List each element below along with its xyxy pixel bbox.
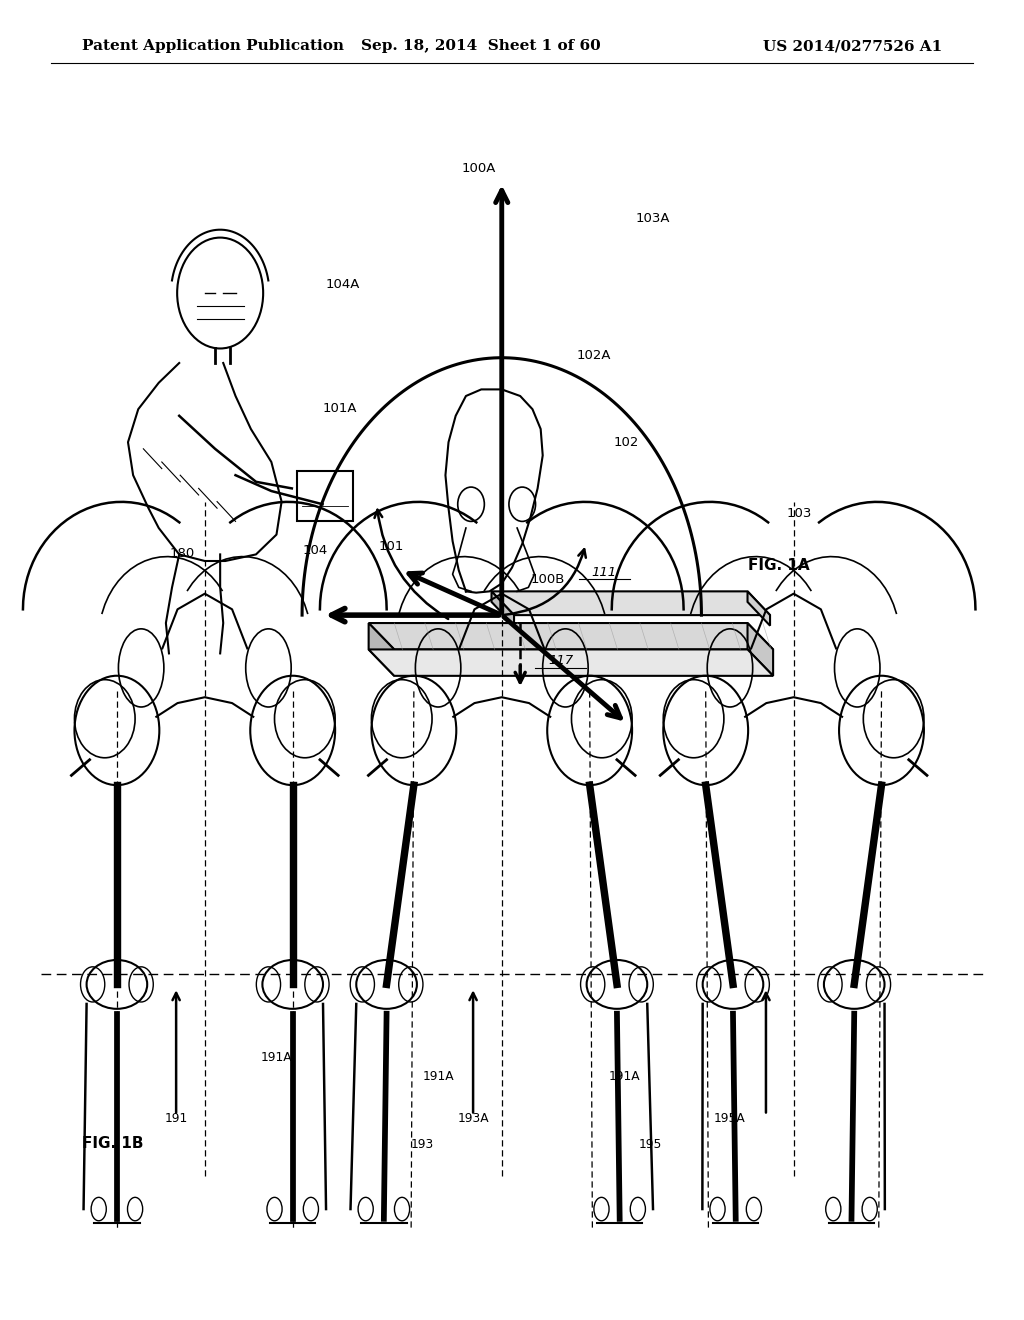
Text: Sep. 18, 2014  Sheet 1 of 60: Sep. 18, 2014 Sheet 1 of 60 [361, 40, 601, 53]
Ellipse shape [702, 960, 763, 1008]
Text: 111: 111 [592, 565, 616, 578]
Text: 191A: 191A [423, 1069, 454, 1082]
Text: Patent Application Publication: Patent Application Publication [82, 40, 344, 53]
Text: 104A: 104A [326, 277, 360, 290]
Polygon shape [492, 591, 770, 615]
Text: 100A: 100A [462, 161, 497, 174]
Text: FIG. 1A: FIG. 1A [748, 558, 809, 573]
Bar [297, 471, 353, 521]
Polygon shape [369, 623, 773, 649]
Ellipse shape [262, 960, 323, 1008]
Polygon shape [369, 623, 394, 676]
Text: FIG. 1B: FIG. 1B [82, 1137, 143, 1151]
Text: 117: 117 [549, 653, 573, 667]
Ellipse shape [87, 960, 147, 1008]
Text: 100B: 100B [530, 573, 565, 586]
Ellipse shape [824, 960, 885, 1008]
Text: 102: 102 [614, 436, 639, 449]
Polygon shape [369, 649, 773, 676]
Text: 195A: 195A [713, 1111, 745, 1125]
Polygon shape [748, 591, 770, 626]
Ellipse shape [356, 960, 417, 1008]
Text: 195: 195 [639, 1138, 662, 1151]
Polygon shape [748, 623, 773, 676]
Text: 180: 180 [170, 546, 195, 560]
Text: 102A: 102A [577, 348, 611, 362]
Text: 104: 104 [303, 544, 328, 557]
Text: 191A: 191A [261, 1051, 292, 1064]
Text: 191A: 191A [609, 1069, 640, 1082]
Text: 103: 103 [786, 507, 812, 520]
Text: 193: 193 [411, 1138, 433, 1151]
Ellipse shape [587, 960, 647, 1008]
Polygon shape [492, 591, 514, 626]
Text: US 2014/0277526 A1: US 2014/0277526 A1 [763, 40, 942, 53]
Text: 193A: 193A [458, 1111, 488, 1125]
Text: 191: 191 [165, 1111, 187, 1125]
Text: 101: 101 [379, 540, 403, 553]
Text: 101A: 101A [323, 401, 357, 414]
Text: 103A: 103A [636, 211, 671, 224]
